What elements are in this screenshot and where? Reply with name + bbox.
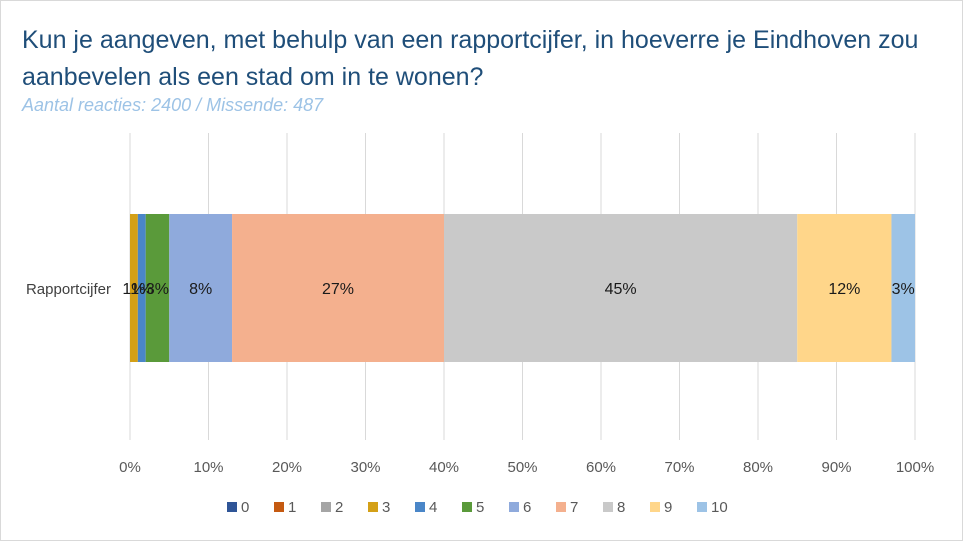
legend-swatch-9 xyxy=(650,502,660,512)
x-tick-label: 40% xyxy=(429,459,459,476)
legend-label-10: 10 xyxy=(711,499,728,516)
data-label-5: 3% xyxy=(146,281,169,298)
legend-label-6: 6 xyxy=(523,499,531,516)
legend-swatch-2 xyxy=(321,502,331,512)
x-tick-label: 70% xyxy=(664,459,694,476)
legend-swatch-6 xyxy=(509,502,519,512)
bar-segment-8 xyxy=(444,214,798,362)
legend-swatch-7 xyxy=(556,502,566,512)
bar-segment-4 xyxy=(137,214,146,362)
x-tick-label: 20% xyxy=(272,459,302,476)
legend-swatch-0 xyxy=(227,502,237,512)
bar-segment-3 xyxy=(130,214,138,362)
bar-segment-10 xyxy=(891,214,915,362)
legend-label-5: 5 xyxy=(476,499,484,516)
legend-label-2: 2 xyxy=(335,499,343,516)
legend-label-9: 9 xyxy=(664,499,672,516)
data-label-10: 3% xyxy=(892,281,915,298)
legend-label-4: 4 xyxy=(429,499,437,516)
x-tick-label: 60% xyxy=(586,459,616,476)
legend-swatch-5 xyxy=(462,502,472,512)
legend-label-7: 7 xyxy=(570,499,578,516)
x-tick-label: 80% xyxy=(743,459,773,476)
bar-segment-7 xyxy=(232,214,444,362)
x-tick-label: 100% xyxy=(896,459,934,476)
x-tick-label: 30% xyxy=(350,459,380,476)
legend-swatch-1 xyxy=(274,502,284,512)
bar-segment-5 xyxy=(145,214,170,362)
legend-label-8: 8 xyxy=(617,499,625,516)
chart-title: Kun je aangeven, met behulp van een rapp… xyxy=(22,26,919,91)
bar-segment-6 xyxy=(169,214,233,362)
bar-segment-9 xyxy=(797,214,892,362)
data-label-8: 45% xyxy=(605,281,637,298)
legend-swatch-8 xyxy=(603,502,613,512)
x-tick-label: 10% xyxy=(193,459,223,476)
legend-label-1: 1 xyxy=(288,499,296,516)
data-label-4: 1% xyxy=(130,281,153,298)
legend-swatch-3 xyxy=(368,502,378,512)
x-tick-label: 90% xyxy=(821,459,851,476)
chart-subtitle: Aantal reacties: 2400 / Missende: 487 xyxy=(22,95,324,115)
data-label-7: 27% xyxy=(322,281,354,298)
data-label-6: 8% xyxy=(189,281,212,298)
x-tick-label: 50% xyxy=(507,459,537,476)
legend-label-3: 3 xyxy=(382,499,390,516)
data-label-9: 12% xyxy=(828,281,860,298)
legend-label-0: 0 xyxy=(241,499,249,516)
legend-swatch-4 xyxy=(415,502,425,512)
legend-swatch-10 xyxy=(697,502,707,512)
y-category-label: Rapportcijfer xyxy=(26,281,111,298)
x-tick-label: 0% xyxy=(119,459,141,476)
data-label-3: 1% xyxy=(122,281,145,298)
